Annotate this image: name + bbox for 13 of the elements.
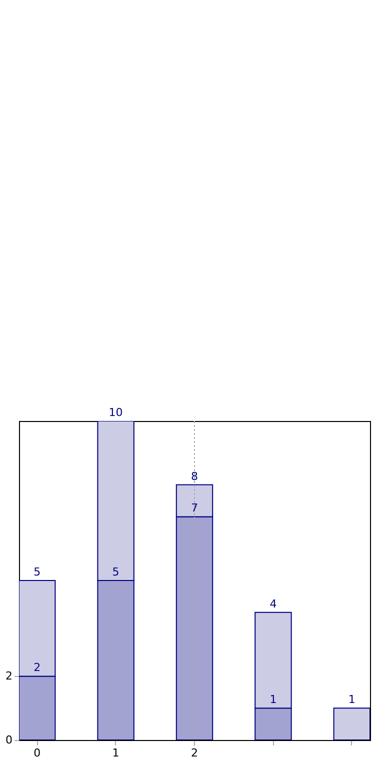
- data-label: 2: [34, 661, 41, 674]
- data-label: 7: [191, 502, 198, 515]
- total-label: 1: [348, 693, 356, 706]
- total-label: 10: [108, 406, 123, 419]
- x-tick-label: 0: [34, 746, 41, 760]
- data-label: 5: [112, 566, 120, 578]
- data-label: 1: [270, 693, 277, 706]
- x-tick-label: 2: [191, 746, 198, 760]
- x-tick-label: 1: [112, 746, 120, 760]
- total-label: 8: [191, 470, 198, 483]
- bar: [333, 708, 370, 740]
- total-label: 5: [34, 566, 41, 578]
- total-label: 4: [270, 597, 277, 610]
